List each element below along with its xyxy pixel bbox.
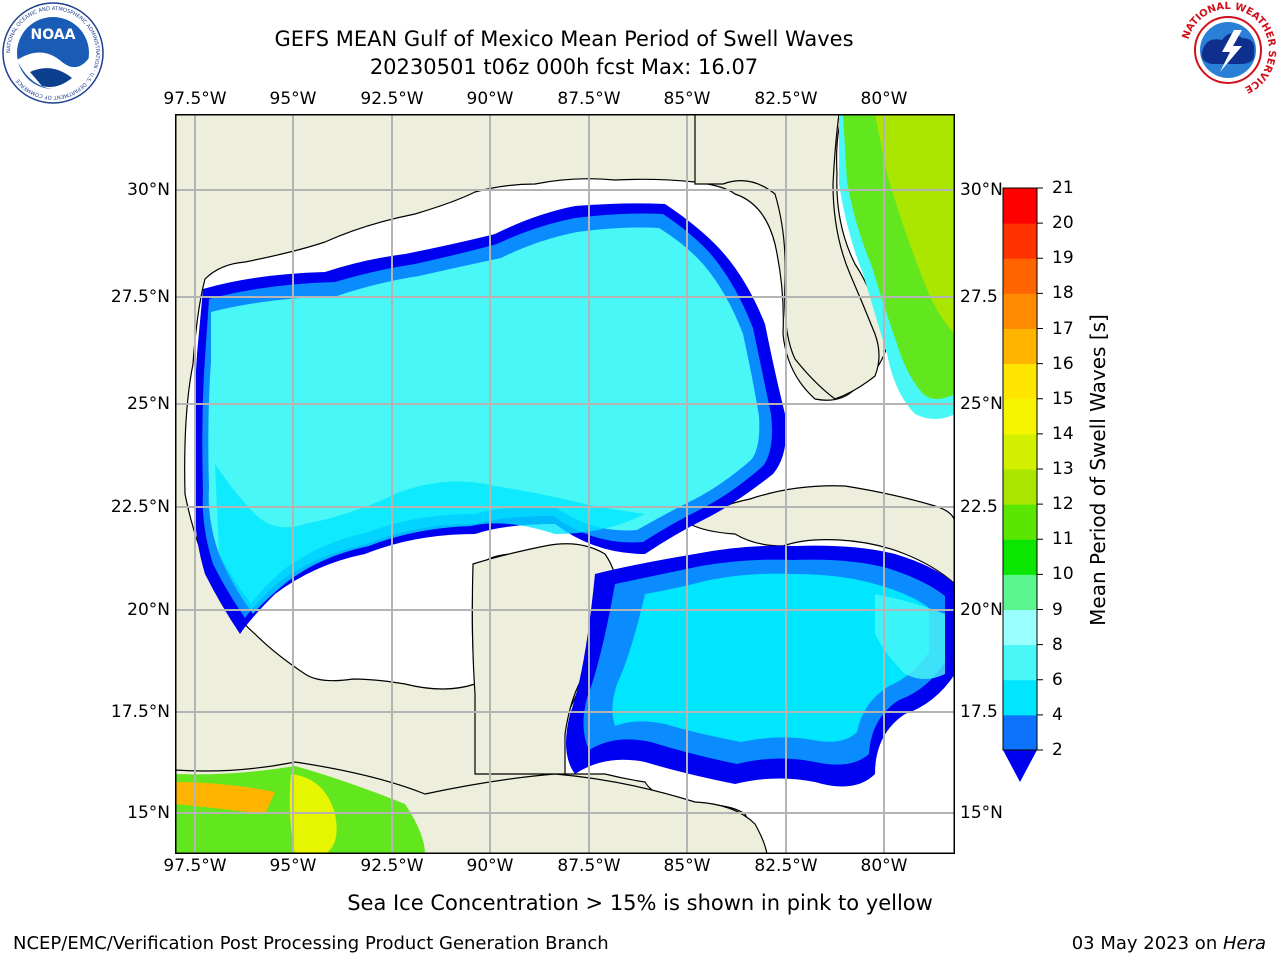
- lon-label-top: 82.5°W: [754, 89, 818, 109]
- lon-label-top: 85°W: [663, 89, 711, 109]
- colorbar-segment: [1003, 504, 1037, 540]
- lon-label-bottom: 90°W: [466, 856, 514, 876]
- map-title: GEFS MEAN Gulf of Mexico Mean Period of …: [274, 27, 854, 51]
- colorbar-tick-label: 12: [1052, 494, 1074, 515]
- lat-label-left: 25°N: [127, 394, 170, 414]
- lat-label-left: 27.5°N: [110, 287, 170, 307]
- colorbar-tick-label: 4: [1052, 704, 1063, 725]
- colorbar-segment: [1003, 574, 1037, 610]
- lat-label-left: 22.5°N: [110, 497, 170, 517]
- colorbar-segment: [1003, 679, 1037, 716]
- lon-label-bottom: 85°W: [663, 856, 711, 876]
- colorbar-segment: [1003, 644, 1037, 681]
- colorbar-segment: [1003, 609, 1037, 646]
- colorbar-tick-label: 15: [1052, 388, 1074, 409]
- colorbar-tick-label: 18: [1052, 283, 1074, 304]
- sea-ice-note: Sea Ice Concentration > 15% is shown in …: [347, 891, 933, 915]
- nws-logo: NATIONAL WEATHER SERVICE: [1180, 1, 1277, 98]
- colorbar-segment: [1003, 223, 1037, 259]
- lon-label-bottom: 95°W: [269, 856, 317, 876]
- date-text: 03 May 2023 on: [1071, 933, 1223, 954]
- colorbar: [1002, 187, 1043, 782]
- colorbar-tick-label: 20: [1052, 213, 1074, 234]
- colorbar-segment: [1003, 469, 1037, 505]
- lon-label-top: 90°W: [466, 89, 514, 109]
- date-stamp: 03 May 2023 on Hera: [1072, 933, 1266, 954]
- colorbar-tick-label: 9: [1052, 599, 1063, 620]
- colorbar-tick-label: 19: [1052, 248, 1074, 269]
- map-subtitle: 20230501 t06z 000h fcst Max: 16.07: [369, 55, 759, 79]
- colorbar-tick-label: 6: [1052, 669, 1063, 690]
- swell-field-gulf-deep: [215, 464, 645, 614]
- lon-label-bottom: 80°W: [860, 856, 908, 876]
- lat-label-left: 17.5°N: [110, 702, 170, 722]
- colorbar-under-extension: [1003, 750, 1037, 782]
- colorbar-tick-label: 17: [1052, 318, 1074, 339]
- colorbar-tick-label: 11: [1052, 529, 1074, 550]
- colorbar-segment: [1003, 293, 1037, 329]
- swell-field-gulf-main: [208, 227, 760, 604]
- lon-label-top: 87.5°W: [557, 89, 621, 109]
- colorbar-segment: [1003, 714, 1037, 751]
- lon-label-top: 97.5°W: [163, 89, 227, 109]
- lat-label-right: 25°N: [960, 394, 1003, 414]
- lon-label-top: 92.5°W: [360, 89, 424, 109]
- lon-label-bottom: 82.5°W: [754, 856, 818, 876]
- lat-lon-grid: [175, 114, 955, 854]
- colorbar-tick-label: 2: [1052, 740, 1063, 760]
- swell-field-caribbean-main: [612, 573, 929, 742]
- cuba-island: [688, 485, 955, 585]
- colorbar-segment: [1003, 188, 1037, 224]
- colorbar-segment: [1003, 258, 1037, 294]
- lat-label-right: 15°N: [960, 803, 1003, 823]
- colorbar-tick-label: 13: [1052, 459, 1074, 479]
- lat-label-left: 20°N: [127, 600, 170, 620]
- map-frame: [175, 114, 955, 854]
- lat-label-right: 27.5: [960, 287, 998, 307]
- lat-label-left: 15°N: [127, 803, 170, 823]
- swell-field-atlantic-yellow: [875, 114, 955, 334]
- credit-text: NCEP/EMC/Verification Post Processing Pr…: [13, 933, 609, 954]
- lat-label-right: 20°N: [960, 600, 1003, 620]
- lon-label-bottom: 97.5°W: [163, 856, 227, 876]
- colorbar-tick-label: 21: [1052, 178, 1074, 198]
- colorbar-segment: [1003, 398, 1037, 435]
- lat-label-right: 22.5: [960, 497, 998, 517]
- colorbar-tick-label: 8: [1052, 634, 1063, 655]
- lon-label-bottom: 87.5°W: [557, 856, 621, 876]
- lat-label-right: 17.5: [960, 702, 998, 722]
- lon-label-top: 80°W: [860, 89, 908, 109]
- colorbar-segment: [1003, 363, 1037, 400]
- colorbar-label: Mean Period of Swell Waves [s]: [1086, 314, 1110, 626]
- lat-label-right: 30°N: [960, 180, 1003, 200]
- lon-label-top: 95°W: [269, 89, 317, 109]
- swell-field-caribbean-light: [875, 594, 945, 679]
- colorbar-segment: [1003, 328, 1037, 365]
- colorbar-tick-label: 16: [1052, 353, 1074, 374]
- swell-field-pacific-orange: [175, 782, 275, 814]
- colorbar-tick-label: 14: [1052, 423, 1074, 444]
- colorbar-segment: [1003, 539, 1037, 575]
- noaa-logo: NOAA NATIONAL OCEANIC AND ATMOSPHERIC AD…: [2, 2, 104, 104]
- lat-label-left: 30°N: [127, 180, 170, 200]
- gulf-map: [175, 114, 955, 854]
- lon-label-bottom: 92.5°W: [360, 856, 424, 876]
- colorbar-tick-label: 10: [1052, 564, 1074, 585]
- colorbar-segment: [1003, 433, 1037, 470]
- noaa-logo-text: NOAA: [31, 27, 76, 43]
- host-name: Hera: [1222, 933, 1266, 954]
